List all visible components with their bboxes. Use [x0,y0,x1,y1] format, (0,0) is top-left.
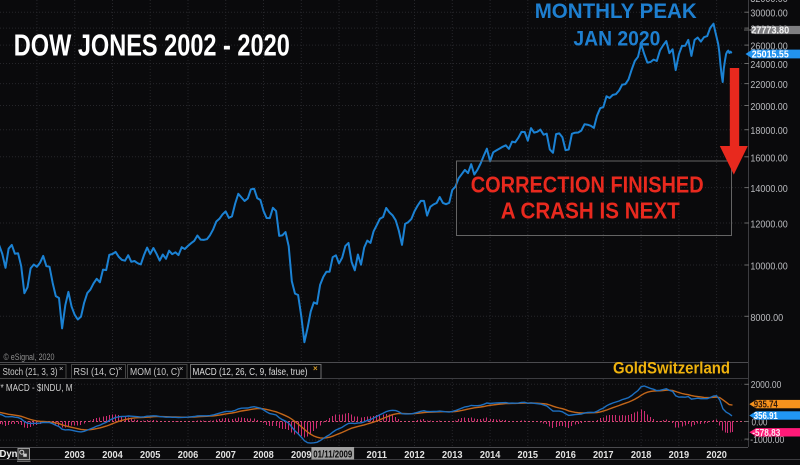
svg-text:MONTHLY PEAK: MONTHLY PEAK [535,0,697,23]
svg-text:2005: 2005 [140,450,161,461]
svg-text:2000.00: 2000.00 [751,380,782,391]
svg-text:2008: 2008 [253,450,274,461]
svg-text:CORRECTION FINISHED: CORRECTION FINISHED [471,172,704,198]
svg-text:25015.55: 25015.55 [752,48,789,60]
svg-text:2004: 2004 [102,450,123,461]
svg-text:356.91: 356.91 [754,411,778,422]
svg-text:2011: 2011 [367,450,388,461]
svg-text:×: × [179,364,183,373]
svg-text:935.74: 935.74 [754,400,778,411]
svg-text:2013: 2013 [442,450,463,461]
svg-text:2016: 2016 [555,450,576,461]
svg-text:2014: 2014 [480,450,501,461]
svg-text:2020: 2020 [706,450,727,461]
svg-text:2018: 2018 [631,450,652,461]
svg-text:14000.00: 14000.00 [750,184,788,195]
svg-text:* MACD - $INDU, M: * MACD - $INDU, M [1,382,73,394]
svg-text:×: × [118,364,122,373]
svg-text:2007: 2007 [215,450,236,461]
svg-text:MOM (10, C): MOM (10, C) [130,367,180,378]
svg-text:JAN 2020: JAN 2020 [573,28,660,51]
svg-text:2015: 2015 [518,450,539,461]
svg-text:30000.00: 30000.00 [750,9,788,20]
svg-text:-1000.00: -1000.00 [750,435,784,446]
svg-text:GoldSwitzerland: GoldSwitzerland [613,359,730,377]
svg-text:16000.00: 16000.00 [750,153,788,164]
svg-text:26000.00: 26000.00 [750,42,788,53]
svg-text:8000.00: 8000.00 [750,313,783,324]
svg-text:10000.00: 10000.00 [750,262,788,273]
svg-text:18000.00: 18000.00 [750,126,788,137]
svg-text:×: × [59,364,63,373]
svg-text:0.00: 0.00 [752,418,768,429]
svg-text:A CRASH IS NEXT: A CRASH IS NEXT [501,197,680,223]
svg-text:Stoch (21, 3, 3): Stoch (21, 3, 3) [3,367,58,378]
svg-text:2012: 2012 [404,450,425,461]
svg-text:2019: 2019 [669,450,690,461]
svg-text:© eSignal, 2020: © eSignal, 2020 [4,352,55,362]
svg-text:DOW JONES 2002 - 2020: DOW JONES 2002 - 2020 [14,28,290,63]
svg-text:2017: 2017 [593,450,614,461]
svg-text:×: × [313,364,318,373]
svg-text:Dyn: Dyn [0,448,18,460]
svg-text:27773.80: 27773.80 [751,24,789,36]
svg-text:22000.00: 22000.00 [750,80,788,91]
svg-text:MACD (12, 26, C, 9, false, tru: MACD (12, 26, C, 9, false, true) [193,367,308,378]
svg-text:24000.00: 24000.00 [750,60,788,71]
svg-text:2003: 2003 [64,450,85,461]
svg-text:20000.00: 20000.00 [750,102,788,113]
svg-text:2009: 2009 [291,450,312,461]
svg-text:2006: 2006 [178,450,199,461]
svg-text:12000.00: 12000.00 [750,220,788,231]
svg-text:-578.83: -578.83 [752,428,780,439]
svg-text:RSI (14, C): RSI (14, C) [74,367,119,378]
svg-text:32000.00: 32000.00 [750,0,788,5]
svg-text:01/11/2009: 01/11/2009 [313,450,352,461]
